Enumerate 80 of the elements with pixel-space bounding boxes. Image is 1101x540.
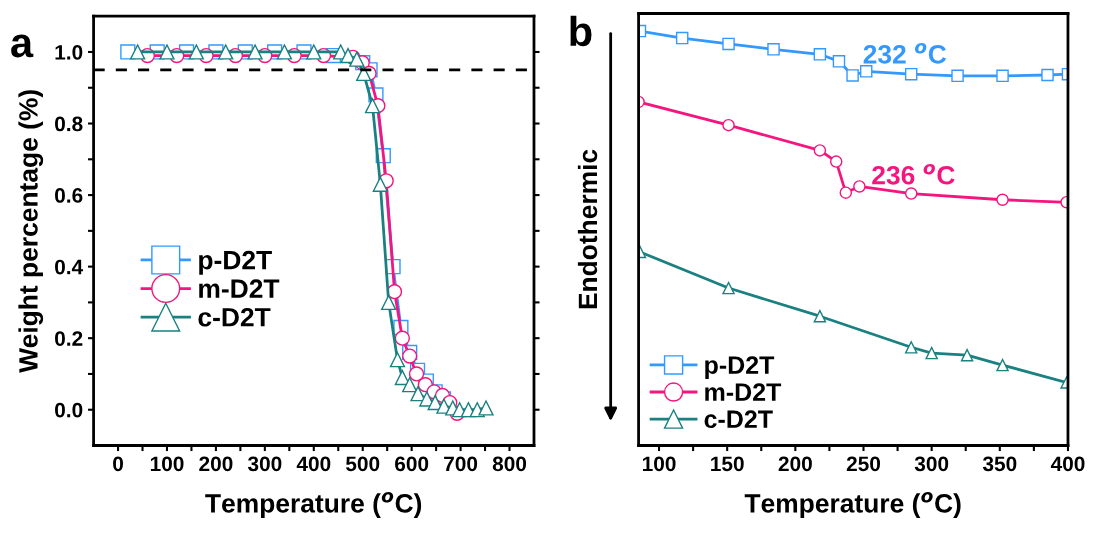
x-tick-label: 800: [492, 456, 527, 472]
y-tick-label: 0.6: [55, 188, 83, 203]
y-tick-label: 1.0: [55, 44, 83, 60]
x-axis-title: Temperature ($^{o}$C): [205, 492, 422, 518]
point: [829, 155, 843, 168]
point: [904, 67, 918, 81]
point: [402, 348, 418, 364]
point: [306, 44, 322, 60]
x-tick-label: 100: [642, 456, 676, 472]
legend-label: m-D2T: [705, 383, 782, 401]
y-tick-label: 0.2: [55, 331, 83, 346]
point: [832, 55, 846, 68]
point: [813, 309, 827, 323]
point: [386, 284, 403, 300]
x-tick-label: 100: [150, 456, 184, 472]
point: [1041, 68, 1054, 82]
point: [722, 281, 735, 295]
point: [188, 44, 204, 60]
legend-label: m-D2T: [199, 279, 280, 298]
y-tick-label: 0.0: [55, 402, 83, 418]
y-tick-label: 0.4: [55, 259, 84, 275]
y-axis-title: Weight percentage (%): [18, 90, 44, 373]
point: [925, 346, 938, 360]
annotation: 232 $^{o}$C: [863, 42, 947, 64]
point: [722, 118, 735, 132]
x-tick-label: 300: [914, 456, 949, 472]
x-tick-label: 300: [247, 456, 282, 472]
chart-title: a: [11, 34, 34, 58]
point: [394, 330, 410, 346]
point: [478, 400, 494, 416]
point: [904, 341, 918, 354]
point: [394, 369, 410, 386]
point: [859, 65, 873, 78]
x-tick-label: 500: [345, 456, 380, 472]
point: [813, 144, 827, 157]
legend-label: c-D2T: [198, 307, 271, 327]
y-axis-title: Endothermic: [577, 149, 598, 309]
point: [410, 385, 426, 402]
x-axis-title: Temperature ($^{o}$C): [744, 492, 961, 518]
x-tick-label: 350: [982, 456, 1017, 472]
x-tick-label: 0: [113, 456, 123, 472]
x-tick-label: 400: [1050, 456, 1085, 472]
x-tick-label: 200: [199, 456, 233, 472]
point: [372, 176, 388, 192]
y-tick-label: 0.8: [55, 116, 83, 132]
point: [402, 377, 418, 393]
point: [951, 69, 964, 83]
x-tick-label: 200: [778, 456, 812, 472]
x-tick-label: 150: [711, 456, 744, 472]
point: [813, 48, 827, 61]
legend-label: c-D2T: [704, 410, 773, 429]
point: [767, 43, 780, 56]
point: [276, 44, 293, 60]
point: [364, 97, 381, 114]
point: [996, 193, 1009, 206]
point: [218, 44, 234, 60]
point: [960, 348, 974, 362]
point: [904, 187, 918, 200]
point: [722, 37, 735, 51]
point: [349, 51, 365, 67]
point: [247, 44, 263, 60]
point: [381, 294, 397, 311]
x-tick-label: 700: [444, 456, 478, 472]
point: [408, 366, 425, 382]
point: [389, 352, 406, 368]
point: [129, 44, 146, 60]
point: [996, 358, 1009, 372]
legend-label: p-D2T: [199, 250, 272, 275]
point: [996, 69, 1009, 83]
chart-title: b: [570, 15, 592, 47]
x-tick-label: 250: [846, 456, 881, 472]
point: [846, 69, 859, 82]
legend-label: p-D2T: [705, 356, 775, 379]
point: [853, 180, 866, 193]
x-tick-label: 600: [395, 456, 429, 472]
annotation: 236 $^{o}$C: [872, 163, 955, 185]
x-tick-label: 400: [296, 456, 331, 472]
point: [839, 186, 853, 199]
point: [675, 31, 689, 45]
point: [159, 44, 175, 60]
